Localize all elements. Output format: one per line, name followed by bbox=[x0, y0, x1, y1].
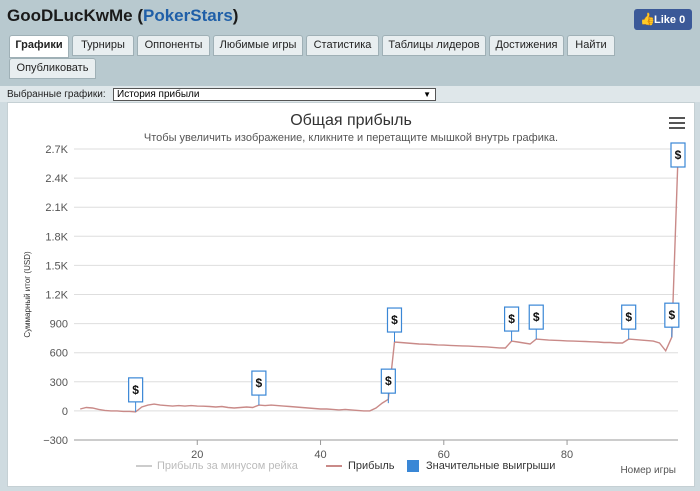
hamburger-menu-icon[interactable] bbox=[669, 117, 685, 131]
dollar-icon: $ bbox=[508, 312, 515, 326]
y-tick-label: 0 bbox=[62, 406, 68, 418]
filter-label: Выбранные графики: bbox=[7, 89, 106, 100]
header: GooDLucKwMe (PokerStars) 👍Like 0 Графики… bbox=[0, 0, 700, 86]
graph-select-value: История прибыли bbox=[117, 89, 200, 100]
dollar-icon: $ bbox=[625, 310, 632, 324]
x-tick-label: 80 bbox=[561, 449, 573, 461]
tab-statistics[interactable]: Статистика bbox=[306, 35, 379, 56]
big-win-marker[interactable] bbox=[503, 306, 520, 332]
page-title: GooDLucKwMe (PokerStars) bbox=[7, 6, 239, 25]
chart-panel: Общая прибыль Чтобы увеличить изображение… bbox=[7, 102, 695, 487]
big-win-marker[interactable] bbox=[251, 370, 267, 396]
tab-achievements[interactable]: Достижения bbox=[489, 35, 564, 56]
legend-label-big-wins: Значительные выигрыши bbox=[426, 460, 555, 472]
y-tick-label: 2.1K bbox=[45, 202, 68, 214]
x-tick-label: 60 bbox=[438, 449, 450, 461]
player-name: GooDLucKwMe bbox=[7, 6, 133, 25]
legend-label-rake: Прибыль за минусом рейка bbox=[157, 460, 299, 472]
x-tick-label: 40 bbox=[314, 449, 326, 461]
dollar-icon: $ bbox=[533, 310, 540, 324]
series-line-profit bbox=[80, 156, 679, 413]
tab-publish[interactable]: Опубликовать bbox=[9, 58, 96, 79]
big-win-marker[interactable] bbox=[380, 368, 396, 394]
x-axis-title: Номер игры bbox=[620, 465, 676, 476]
chart-subtitle: Чтобы увеличить изображение, кликните и … bbox=[144, 132, 558, 144]
y-tick-label: 2.7K bbox=[45, 144, 68, 156]
tab-opponents[interactable]: Оппоненты bbox=[137, 35, 210, 56]
big-win-marker[interactable] bbox=[528, 304, 544, 330]
y-tick-label: −300 bbox=[43, 435, 68, 447]
tab-search[interactable]: Найти bbox=[567, 35, 615, 56]
fb-like-button[interactable]: 👍Like 0 bbox=[634, 9, 692, 30]
dollar-icon: $ bbox=[391, 313, 398, 327]
big-win-marker[interactable] bbox=[670, 142, 686, 168]
caret-down-icon: ▼ bbox=[423, 90, 431, 99]
tab-tournaments[interactable]: Турниры bbox=[72, 35, 134, 56]
fb-like-count: 0 bbox=[679, 14, 686, 26]
y-tick-label: 1.2K bbox=[45, 290, 68, 302]
y-tick-label: 600 bbox=[50, 348, 68, 360]
tab-graphs[interactable]: Графики bbox=[9, 35, 69, 58]
dollar-icon: $ bbox=[256, 376, 263, 390]
legend-symbol-big-wins bbox=[407, 460, 419, 472]
big-win-marker[interactable] bbox=[664, 302, 680, 328]
big-win-marker[interactable] bbox=[621, 304, 637, 330]
y-tick-label: 1.5K bbox=[45, 260, 68, 272]
graph-select[interactable]: История прибыли ▼ bbox=[113, 88, 436, 101]
dollar-icon: $ bbox=[675, 148, 682, 162]
y-tick-label: 2.4K bbox=[45, 173, 68, 185]
y-axis-title: Суммарный итог (USD) bbox=[23, 251, 32, 338]
chart-title: Общая прибыль bbox=[290, 112, 412, 129]
dollar-icon: $ bbox=[132, 383, 139, 397]
fb-like-label: Like bbox=[654, 14, 677, 26]
tab-favorite-games[interactable]: Любимые игры bbox=[213, 35, 303, 56]
dollar-icon: $ bbox=[385, 374, 392, 388]
thumbs-up-icon: 👍 bbox=[640, 12, 655, 26]
dollar-icon: $ bbox=[668, 308, 675, 322]
legend-label-profit: Прибыль bbox=[348, 460, 395, 472]
tab-leaderboards[interactable]: Таблицы лидеров bbox=[382, 35, 486, 56]
filter-bar: Выбранные графики: История прибыли ▼ bbox=[0, 86, 700, 102]
profit-chart[interactable]: Общая прибыль Чтобы увеличить изображение… bbox=[8, 103, 694, 486]
y-tick-label: 900 bbox=[50, 319, 68, 331]
x-tick-label: 20 bbox=[191, 449, 203, 461]
big-win-marker[interactable] bbox=[386, 307, 403, 333]
big-win-marker[interactable] bbox=[128, 377, 144, 403]
site-name[interactable]: PokerStars bbox=[143, 6, 233, 25]
y-tick-label: 300 bbox=[50, 377, 68, 389]
y-tick-label: 1.8K bbox=[45, 231, 68, 243]
